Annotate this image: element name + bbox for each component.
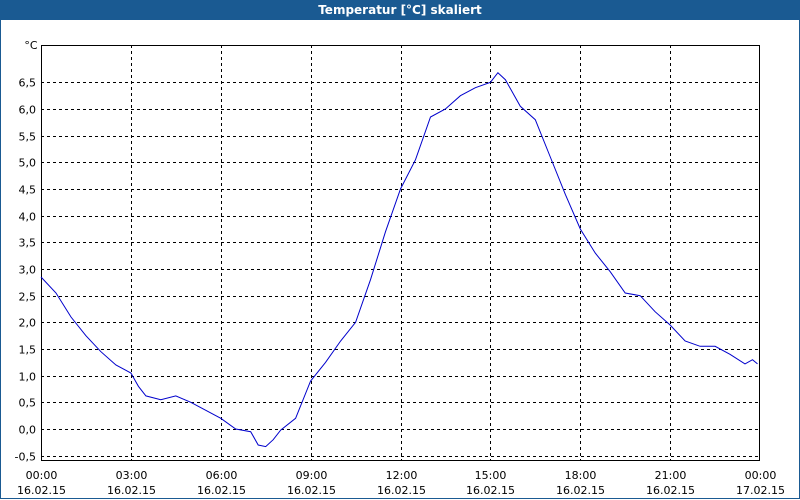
x-tick-time-label: 18:00 [565,469,597,482]
x-tick-date-label: 16.02.15 [197,484,246,497]
x-tick-date-label: 16.02.15 [17,484,66,497]
y-tick-label: 1,5 [19,344,37,357]
y-axis-ticks: -0,5 0,0 0,5 1,0 1,5 2,0 2,5 3,0 3,5 4,0 4,5 5,0 5,5… [15,77,36,464]
y-tick-label: 2,0 [19,317,37,330]
x-tick-date-label: 16.02.15 [377,484,426,497]
y-tick-label: 1,0 [19,371,37,384]
x-tick-date-label: 16.02.15 [646,484,695,497]
window-title: Temperatur [°C] skaliert [0,0,800,20]
x-tick-date-label: 16.02.15 [556,484,605,497]
y-tick-label: 3,5 [19,237,37,250]
temperature-series-line [40,71,758,448]
x-tick-date-label: 17.02.15 [736,484,785,497]
y-tick-label: 4,0 [19,211,37,224]
y-tick-label: 4,5 [19,184,37,197]
y-tick-label: -0,5 [15,451,36,464]
x-tick-time-label: 09:00 [296,469,328,482]
x-tick-date-label: 16.02.15 [466,484,515,497]
x-tick-time-label: 12:00 [386,469,418,482]
grid-layer [41,45,760,461]
x-tick-time-label: 00:00 [745,469,777,482]
y-tick-label: 2,5 [19,291,37,304]
x-tick-date-label: 16.02.15 [287,484,336,497]
x-tick-time-label: 00:00 [26,469,58,482]
x-tick-time-label: 15:00 [475,469,507,482]
y-tick-label: 6,0 [19,104,37,117]
x-tick-date-label: 16.02.15 [107,484,156,497]
y-tick-label: 5,0 [19,157,37,170]
y-unit-label: °C [24,39,38,52]
x-axis-ticks: 00:00 16.02.15 03:00 16.02.15 06:00 16.02.15 0… [17,469,785,497]
x-tick-time-label: 21:00 [655,469,687,482]
y-tick-label: 6,5 [19,77,37,90]
x-tick-time-label: 06:00 [206,469,238,482]
plot-area-border [41,45,760,461]
y-tick-label: 0,0 [19,424,37,437]
y-tick-label: 0,5 [19,397,37,410]
x-tick-time-label: 03:00 [116,469,148,482]
y-tick-label: 3,0 [19,264,37,277]
series-layer [40,71,758,448]
y-tick-label: 5,5 [19,131,37,144]
